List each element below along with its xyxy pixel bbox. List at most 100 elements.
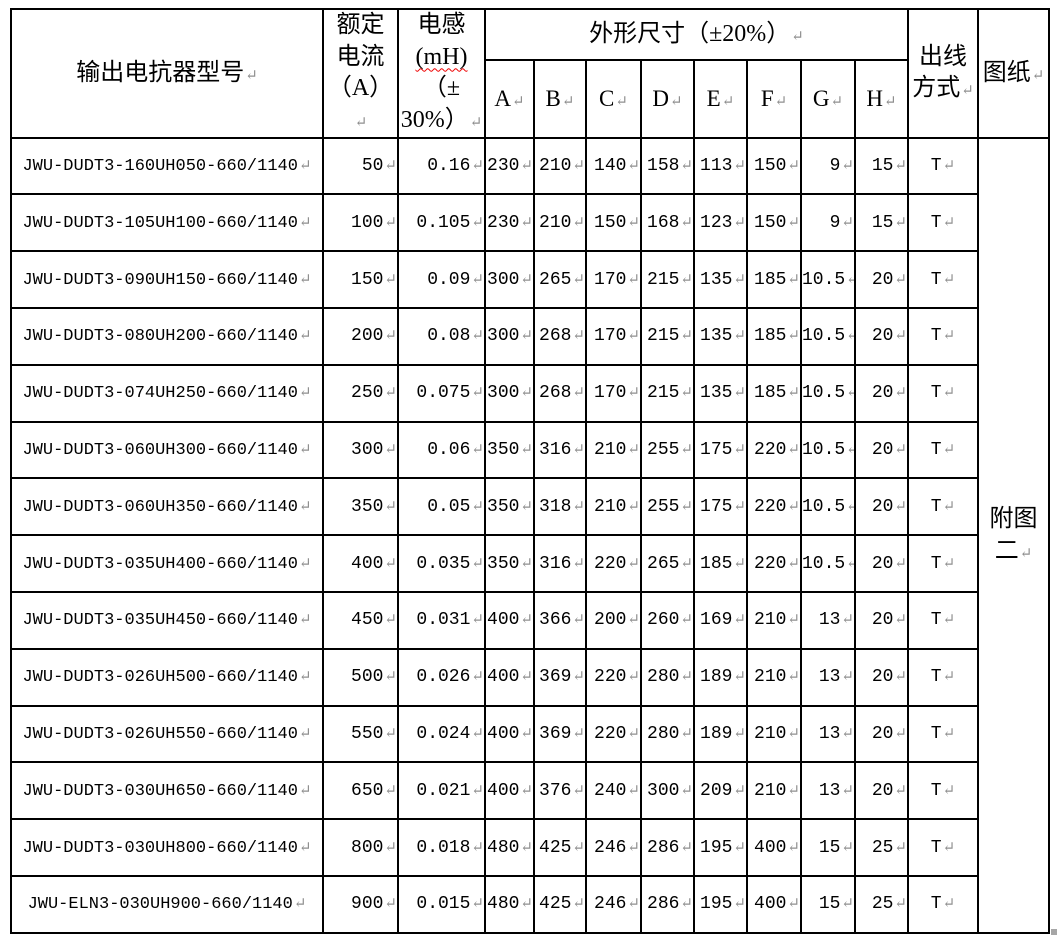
inductance-cell[interactable]: 0.16↵: [397, 136, 486, 196]
model-cell[interactable]: JWU-DUDT3-030UH650-660/1140↵: [10, 761, 324, 821]
header-dim-d-cell[interactable]: D↵: [640, 59, 695, 139]
dim-g-cell[interactable]: 13↵: [800, 591, 856, 650]
header-outlet-cell[interactable]: 出线 方式↵: [907, 8, 979, 139]
dim-g-cell[interactable]: 10.5↵: [800, 477, 856, 537]
dim-b-cell[interactable]: 316↵: [533, 534, 587, 594]
dim-e-cell[interactable]: 195↵: [693, 875, 748, 934]
inductance-cell[interactable]: 0.024↵: [397, 704, 486, 764]
dim-f-cell[interactable]: 150↵: [746, 136, 802, 196]
dim-b-cell[interactable]: 268↵: [533, 363, 587, 423]
dim-b-cell[interactable]: 369↵: [533, 704, 587, 764]
model-cell[interactable]: JWU-ELN3-030UH900-660/1140↵: [10, 875, 324, 934]
rated-current-cell[interactable]: 300↵: [322, 420, 399, 480]
dim-b-cell[interactable]: 366↵: [533, 591, 587, 650]
outlet-cell[interactable]: T↵: [907, 420, 979, 480]
dim-a-cell[interactable]: 400↵: [484, 591, 535, 650]
inductance-cell[interactable]: 0.015↵: [397, 875, 486, 934]
dim-a-cell[interactable]: 350↵: [484, 420, 535, 480]
dim-c-cell[interactable]: 200↵: [585, 591, 642, 650]
dim-b-cell[interactable]: 268↵: [533, 307, 587, 366]
dim-c-cell[interactable]: 220↵: [585, 647, 642, 707]
dim-d-cell[interactable]: 215↵: [640, 307, 695, 366]
dim-d-cell[interactable]: 215↵: [640, 250, 695, 310]
dim-h-cell[interactable]: 20↵: [854, 477, 909, 537]
dim-d-cell[interactable]: 260↵: [640, 591, 695, 650]
dim-b-cell[interactable]: 316↵: [533, 420, 587, 480]
inductance-cell[interactable]: 0.021↵: [397, 761, 486, 821]
dim-b-cell[interactable]: 376↵: [533, 761, 587, 821]
dim-e-cell[interactable]: 195↵: [693, 818, 748, 878]
header-dim-a-cell[interactable]: A↵: [484, 59, 535, 139]
model-cell[interactable]: JWU-DUDT3-090UH150-660/1140↵: [10, 250, 324, 310]
dim-g-cell[interactable]: 15↵: [800, 875, 856, 934]
dim-c-cell[interactable]: 246↵: [585, 875, 642, 934]
dim-c-cell[interactable]: 170↵: [585, 363, 642, 423]
rated-current-cell[interactable]: 250↵: [322, 363, 399, 423]
dim-a-cell[interactable]: 300↵: [484, 307, 535, 366]
dim-g-cell[interactable]: 10.5↵: [800, 250, 856, 310]
dim-h-cell[interactable]: 20↵: [854, 591, 909, 650]
dim-h-cell[interactable]: 20↵: [854, 647, 909, 707]
dim-a-cell[interactable]: 400↵: [484, 647, 535, 707]
dim-c-cell[interactable]: 220↵: [585, 534, 642, 594]
dim-d-cell[interactable]: 255↵: [640, 420, 695, 480]
dim-e-cell[interactable]: 185↵: [693, 534, 748, 594]
outlet-cell[interactable]: T↵: [907, 704, 979, 764]
dim-f-cell[interactable]: 400↵: [746, 875, 802, 934]
dim-b-cell[interactable]: 210↵: [533, 193, 587, 253]
dim-f-cell[interactable]: 185↵: [746, 250, 802, 310]
dim-h-cell[interactable]: 20↵: [854, 761, 909, 821]
dim-f-cell[interactable]: 210↵: [746, 647, 802, 707]
dim-a-cell[interactable]: 400↵: [484, 704, 535, 764]
dim-e-cell[interactable]: 175↵: [693, 420, 748, 480]
model-cell[interactable]: JWU-DUDT3-080UH200-660/1140↵: [10, 307, 324, 366]
dim-c-cell[interactable]: 220↵: [585, 704, 642, 764]
rated-current-cell[interactable]: 200↵: [322, 307, 399, 366]
outlet-cell[interactable]: T↵: [907, 477, 979, 537]
dim-c-cell[interactable]: 140↵: [585, 136, 642, 196]
dim-g-cell[interactable]: 9↵: [800, 193, 856, 253]
dim-a-cell[interactable]: 480↵: [484, 818, 535, 878]
inductance-cell[interactable]: 0.075↵: [397, 363, 486, 423]
dim-b-cell[interactable]: 210↵: [533, 136, 587, 196]
model-cell[interactable]: JWU-DUDT3-060UH350-660/1140↵: [10, 477, 324, 537]
dim-a-cell[interactable]: 400↵: [484, 761, 535, 821]
dim-c-cell[interactable]: 210↵: [585, 420, 642, 480]
dim-d-cell[interactable]: 280↵: [640, 704, 695, 764]
model-cell[interactable]: JWU-DUDT3-026UH550-660/1140↵: [10, 704, 324, 764]
outlet-cell[interactable]: T↵: [907, 875, 979, 934]
dim-e-cell[interactable]: 175↵: [693, 477, 748, 537]
rated-current-cell[interactable]: 650↵: [322, 761, 399, 821]
inductance-cell[interactable]: 0.09↵: [397, 250, 486, 310]
header-model-cell[interactable]: 输出电抗器型号↵: [10, 8, 324, 139]
dim-e-cell[interactable]: 135↵: [693, 250, 748, 310]
dim-d-cell[interactable]: 265↵: [640, 534, 695, 594]
dim-b-cell[interactable]: 318↵: [533, 477, 587, 537]
header-rated-current-cell[interactable]: 额定 电流 （A） ↵: [322, 8, 399, 139]
dim-h-cell[interactable]: 20↵: [854, 307, 909, 366]
inductance-cell[interactable]: 0.06↵: [397, 420, 486, 480]
dim-h-cell[interactable]: 20↵: [854, 534, 909, 594]
rated-current-cell[interactable]: 150↵: [322, 250, 399, 310]
dim-g-cell[interactable]: 13↵: [800, 761, 856, 821]
outlet-cell[interactable]: T↵: [907, 193, 979, 253]
dim-h-cell[interactable]: 15↵: [854, 136, 909, 196]
drawing-value-cell[interactable]: 附图 二↵: [977, 136, 1050, 934]
dim-g-cell[interactable]: 10.5↵: [800, 363, 856, 423]
rated-current-cell[interactable]: 550↵: [322, 704, 399, 764]
rated-current-cell[interactable]: 350↵: [322, 477, 399, 537]
model-cell[interactable]: JWU-DUDT3-030UH800-660/1140↵: [10, 818, 324, 878]
dim-e-cell[interactable]: 189↵: [693, 704, 748, 764]
header-dimensions-group-cell[interactable]: 外形尺寸（±20%）↵: [484, 7, 909, 62]
dim-f-cell[interactable]: 185↵: [746, 363, 802, 423]
model-cell[interactable]: JWU-DUDT3-035UH450-660/1140↵: [10, 591, 324, 650]
model-cell[interactable]: JWU-DUDT3-060UH300-660/1140↵: [10, 420, 324, 480]
outlet-cell[interactable]: T↵: [907, 307, 979, 366]
outlet-cell[interactable]: T↵: [907, 647, 979, 707]
dim-c-cell[interactable]: 246↵: [585, 818, 642, 878]
inductance-cell[interactable]: 0.05↵: [397, 477, 486, 537]
dim-a-cell[interactable]: 300↵: [484, 250, 535, 310]
dim-d-cell[interactable]: 158↵: [640, 136, 695, 196]
dim-d-cell[interactable]: 215↵: [640, 363, 695, 423]
dim-e-cell[interactable]: 113↵: [693, 136, 748, 196]
